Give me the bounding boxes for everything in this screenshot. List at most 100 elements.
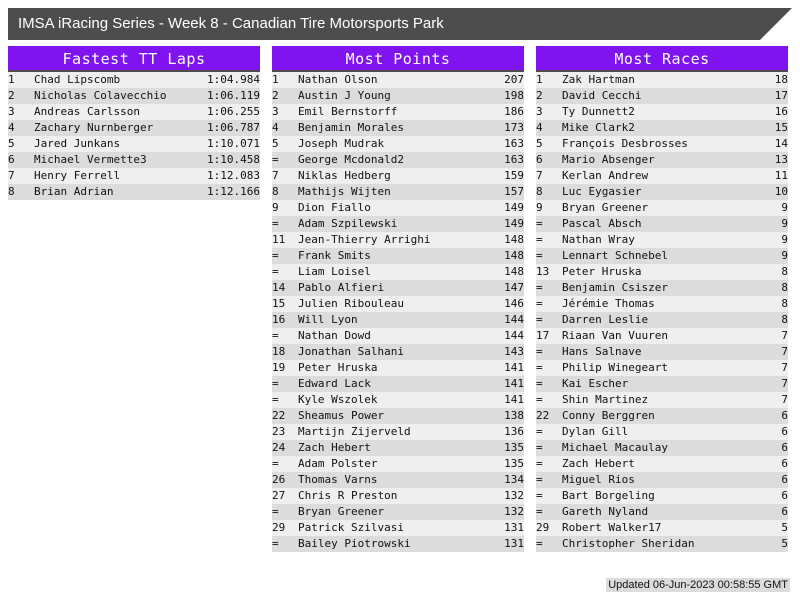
row-driver-name: Adam Polster — [298, 457, 378, 470]
row-driver-name: Michael Vermette3 — [34, 153, 147, 166]
row-driver-name: Kerlan Andrew — [562, 169, 649, 182]
row-driver-name: David Cecchi — [562, 89, 642, 102]
row-position: 3 — [8, 105, 15, 118]
table-row: = Liam Loisel 148 — [272, 264, 524, 280]
row-position: 1 — [8, 73, 15, 86]
row-driver-name: Bryan Greener — [298, 505, 385, 518]
row-value: 1:06.119 — [207, 89, 260, 102]
table-row: 15 Julien Ribouleau 146 — [272, 296, 524, 312]
row-driver-name: Luc Eygasier — [562, 185, 642, 198]
table-row: = Michael Macaulay 6 — [536, 440, 788, 456]
row-driver-name: Kyle Wszolek — [298, 393, 378, 406]
row-value: 7 — [781, 361, 788, 374]
table-row: 3 Ty Dunnett2 16 — [536, 104, 788, 120]
row-value: 8 — [781, 313, 788, 326]
row-position: = — [536, 233, 543, 246]
row-position: = — [272, 249, 279, 262]
table-row: = Christopher Sheridan 5 — [536, 536, 788, 552]
row-driver-name: Zach Hebert — [298, 441, 371, 454]
row-position: 4 — [536, 121, 543, 134]
row-driver-name: Frank Smits — [298, 249, 371, 262]
table-row: = Nathan Wray 9 — [536, 232, 788, 248]
row-position: = — [536, 249, 543, 262]
row-value: 135 — [504, 457, 524, 470]
row-value: 1:12.166 — [207, 185, 260, 198]
row-value: 7 — [781, 377, 788, 390]
row-value: 132 — [504, 505, 524, 518]
row-driver-name: Shin Martinez — [562, 393, 649, 406]
row-value: 143 — [504, 345, 524, 358]
row-value: 1:10.071 — [207, 137, 260, 150]
row-value: 141 — [504, 377, 524, 390]
table-row: 7 Kerlan Andrew 11 — [536, 168, 788, 184]
row-value: 15 — [774, 121, 788, 134]
row-value: 148 — [504, 233, 524, 246]
row-driver-name: George Mcdonald2 — [298, 153, 404, 166]
row-value: 7 — [781, 393, 788, 406]
row-driver-name: Mathijs Wijten — [298, 185, 391, 198]
row-value: 149 — [504, 201, 524, 214]
row-value: 8 — [781, 265, 788, 278]
row-driver-name: Jared Junkans — [34, 137, 121, 150]
table-row: 22 Conny Berggren 6 — [536, 408, 788, 424]
table-row: 2 Austin J Young 198 — [272, 88, 524, 104]
row-value: 5 — [781, 537, 788, 550]
row-value: 17 — [774, 89, 788, 102]
row-value: 159 — [504, 169, 524, 182]
row-position: 15 — [272, 297, 286, 310]
table-row: = Jérémie Thomas 8 — [536, 296, 788, 312]
row-driver-name: Nathan Dowd — [298, 329, 371, 342]
row-driver-name: Emil Bernstorff — [298, 105, 398, 118]
row-value: 6 — [781, 473, 788, 486]
row-value: 1:06.255 — [207, 105, 260, 118]
row-position: = — [536, 313, 543, 326]
row-driver-name: Jérémie Thomas — [562, 297, 655, 310]
row-value: 173 — [504, 121, 524, 134]
row-position: 1 — [272, 73, 279, 86]
row-position: = — [536, 441, 543, 454]
table-row: = Benjamin Csiszer 8 — [536, 280, 788, 296]
row-value: 207 — [504, 73, 524, 86]
row-position: 13 — [536, 265, 550, 278]
row-value: 198 — [504, 89, 524, 102]
table-row: = Miguel Rios 6 — [536, 472, 788, 488]
leaderboard-table-most-points: 1 Nathan Olson 207 2 Austin J Young 198 3 Emil … — [272, 72, 524, 552]
row-position: 14 — [272, 281, 286, 294]
row-driver-name: Hans Salnave — [562, 345, 642, 358]
row-value: 6 — [781, 505, 788, 518]
table-row: 1 Chad Lipscomb 1:04.984 — [8, 72, 260, 88]
row-value: 1:04.984 — [207, 73, 260, 86]
table-row: = Adam Polster 135 — [272, 456, 524, 472]
row-position: 2 — [8, 89, 15, 102]
row-position: 2 — [536, 89, 543, 102]
row-driver-name: Austin J Young — [298, 89, 391, 102]
row-driver-name: Thomas Varns — [298, 473, 378, 486]
row-driver-name: Zach Hebert — [562, 457, 635, 470]
row-position: 8 — [536, 185, 543, 198]
table-row: 5 Jared Junkans 1:10.071 — [8, 136, 260, 152]
table-row: 22 Sheamus Power 138 — [272, 408, 524, 424]
row-value: 146 — [504, 297, 524, 310]
row-driver-name: Zak Hartman — [562, 73, 635, 86]
row-value: 7 — [781, 329, 788, 342]
row-value: 136 — [504, 425, 524, 438]
row-value: 157 — [504, 185, 524, 198]
table-row: 4 Mike Clark2 15 — [536, 120, 788, 136]
row-driver-name: Mike Clark2 — [562, 121, 635, 134]
row-position: = — [536, 473, 543, 486]
row-position: 11 — [272, 233, 286, 246]
row-driver-name: Bart Borgeling — [562, 489, 655, 502]
row-driver-name: Michael Macaulay — [562, 441, 668, 454]
row-driver-name: Sheamus Power — [298, 409, 385, 422]
table-row: = Bryan Greener 132 — [272, 504, 524, 520]
updated-timestamp: Updated 06-Jun-2023 00:58:55 GMT — [606, 578, 790, 592]
table-row: 14 Pablo Alfieri 147 — [272, 280, 524, 296]
row-position: 19 — [272, 361, 286, 374]
title-bar: IMSA iRacing Series - Week 8 - Canadian … — [8, 8, 792, 40]
row-value: 186 — [504, 105, 524, 118]
row-driver-name: Brian Adrian — [34, 185, 114, 198]
leaderboard-table-fastest-tt-laps: 1 Chad Lipscomb 1:04.984 2 Nicholas Colavecc… — [8, 72, 260, 200]
row-value: 11 — [774, 169, 788, 182]
table-row: 5 Joseph Mudrak 163 — [272, 136, 524, 152]
row-driver-name: Kai Escher — [562, 377, 629, 390]
